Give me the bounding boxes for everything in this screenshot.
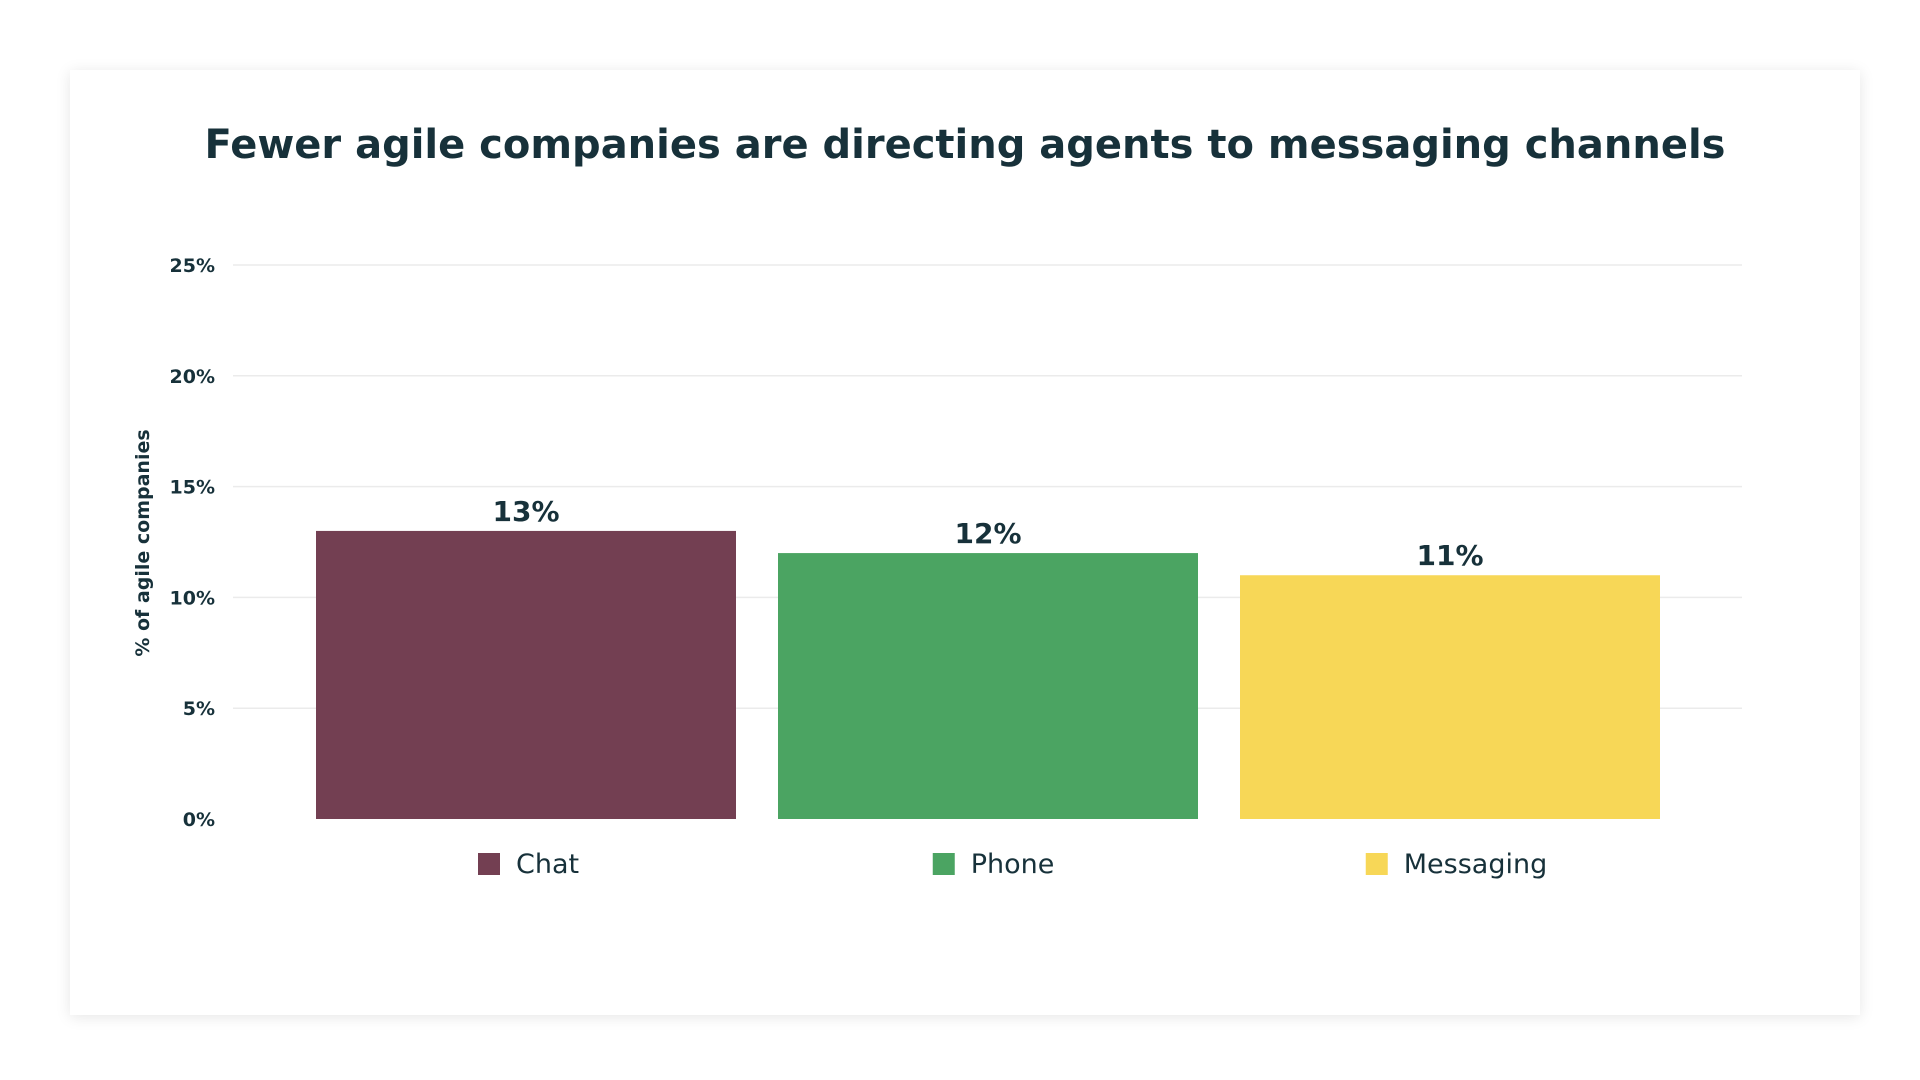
legend-label: Phone bbox=[971, 849, 1055, 880]
data-label: 13% bbox=[492, 495, 559, 528]
legend-swatch-messaging bbox=[1365, 853, 1388, 875]
legend-swatch-phone bbox=[932, 853, 955, 875]
legend-swatch-chat bbox=[478, 853, 500, 875]
y-tick-label: 25% bbox=[170, 255, 215, 277]
y-tick-label: 15% bbox=[170, 477, 215, 499]
data-label: 11% bbox=[1416, 539, 1483, 572]
legend-label: Messaging bbox=[1404, 849, 1547, 880]
y-tick-label: 0% bbox=[183, 809, 215, 831]
bars bbox=[316, 530, 1660, 819]
chart-card: Fewer agile companies are directing agen… bbox=[70, 70, 1860, 1015]
y-tick-label: 20% bbox=[170, 366, 215, 388]
legend: Chat Phone Messaging bbox=[478, 849, 1547, 880]
y-tick-label: 10% bbox=[170, 587, 215, 609]
legend-label: Chat bbox=[516, 849, 579, 880]
bar-chart: Fewer agile companies are directing agen… bbox=[132, 122, 1742, 880]
y-axis-ticks: 0% 5% 10% 15% 20% 25% bbox=[170, 255, 215, 831]
bar-messaging bbox=[1240, 575, 1660, 819]
bar-phone bbox=[778, 553, 1198, 819]
y-axis-title: % of agile companies bbox=[132, 429, 154, 656]
data-labels: 13% 12% 11% bbox=[492, 495, 1483, 572]
y-tick-label: 5% bbox=[183, 698, 215, 720]
chart-title: Fewer agile companies are directing agen… bbox=[205, 122, 1726, 168]
bar-chat bbox=[316, 530, 736, 819]
data-label: 12% bbox=[954, 517, 1021, 550]
